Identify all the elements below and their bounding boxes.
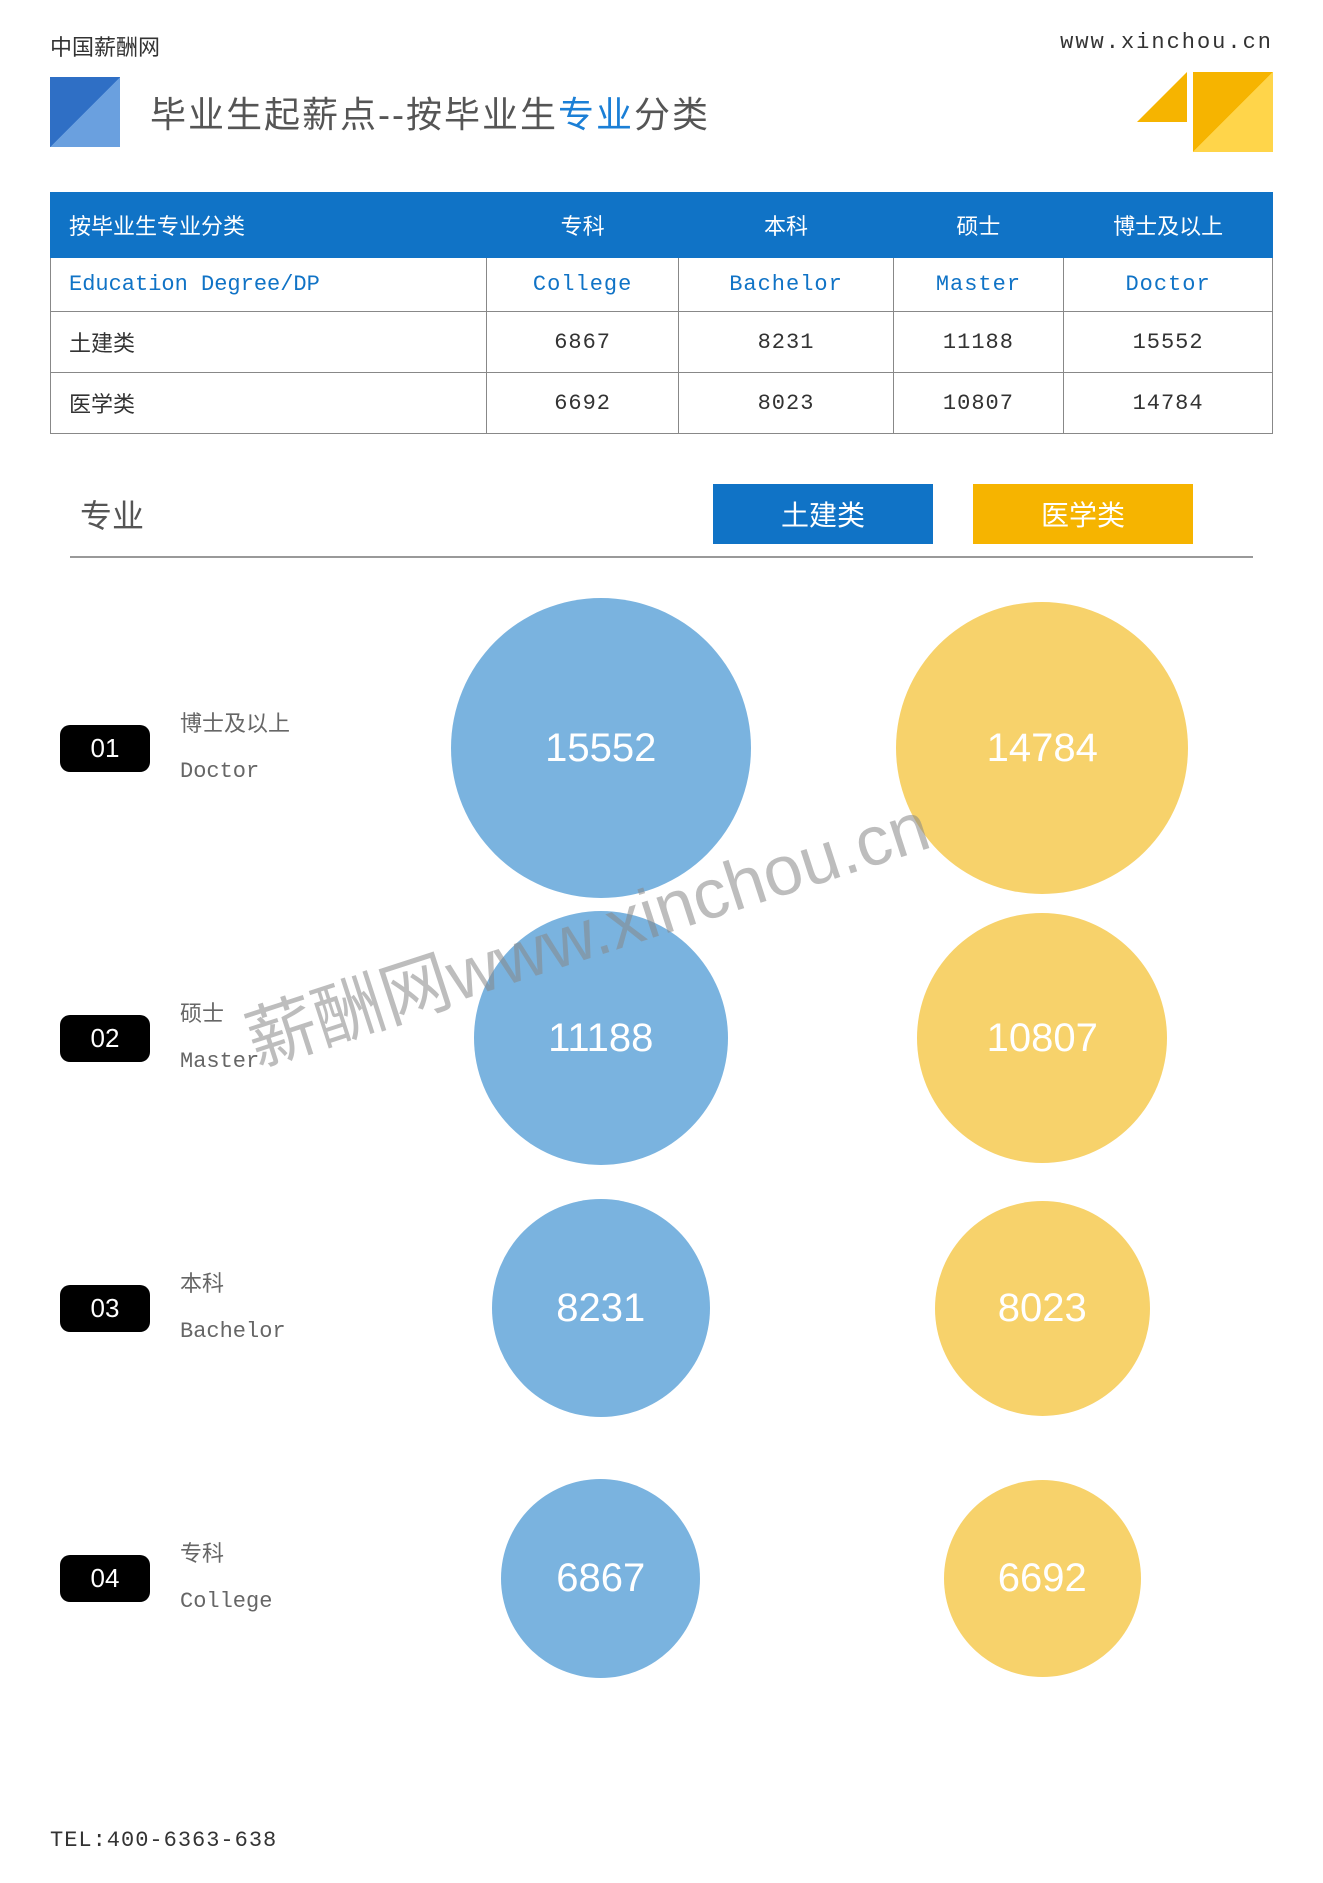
bubble-row: 03 本科Bachelor 8231 8023 — [60, 1178, 1263, 1438]
bubble-row: 04 专科College 6867 6692 — [60, 1448, 1263, 1708]
row-label-en: Doctor — [180, 748, 380, 796]
row-label-cn: 本科 — [180, 1260, 380, 1308]
bubble-series-2: 14784 — [896, 602, 1188, 894]
row-label-en: Master — [180, 1038, 380, 1086]
bubble-series-1: 8231 — [492, 1199, 710, 1417]
bubble-series-2: 6692 — [944, 1480, 1141, 1677]
header-row: 毕业生起薪点--按毕业生专业分类 — [50, 72, 1273, 152]
row-labels: 专科College — [180, 1530, 380, 1627]
bubble-series-1: 11188 — [474, 911, 728, 1165]
row-badge: 01 — [60, 725, 150, 772]
row-label-cn: 专科 — [180, 1530, 380, 1578]
site-name: 中国薪酬网 — [50, 30, 160, 62]
th-bachelor: 本科 — [679, 193, 893, 258]
row-label-cn: 博士及以上 — [180, 700, 380, 748]
bubble-series-1: 6867 — [501, 1479, 700, 1678]
footer-tel: TEL:400-6363-638 — [50, 1828, 1273, 1853]
table-row: 医学类 6692 8023 10807 14784 — [51, 373, 1273, 434]
row-labels: 本科Bachelor — [180, 1260, 380, 1357]
row-badge: 03 — [60, 1285, 150, 1332]
top-bar: 中国薪酬网 www.xinchou.cn — [50, 30, 1273, 62]
bubble-row: 02 硕士Master 11188 10807 — [60, 908, 1263, 1168]
table-row: 土建类 6867 8231 11188 15552 — [51, 312, 1273, 373]
th-college: 专科 — [486, 193, 678, 258]
th-master: 硕士 — [893, 193, 1063, 258]
salary-table: 按毕业生专业分类 专科 本科 硕士 博士及以上 Education Degree… — [50, 192, 1273, 434]
row-badge: 04 — [60, 1555, 150, 1602]
table-header-row: 按毕业生专业分类 专科 本科 硕士 博士及以上 — [51, 193, 1273, 258]
legend-series-1: 土建类 — [713, 484, 933, 544]
row-labels: 博士及以上Doctor — [180, 700, 380, 797]
legend-series-2: 医学类 — [973, 484, 1193, 544]
decor-shapes — [1137, 72, 1273, 152]
row-label-en: College — [180, 1578, 380, 1626]
bubble-chart: 01 博士及以上Doctor 15552 14784 02 硕士Master 11188 10… — [60, 598, 1263, 1708]
row-labels: 硕士Master — [180, 990, 380, 1087]
th-category: 按毕业生专业分类 — [51, 193, 487, 258]
site-url: www.xinchou.cn — [1060, 30, 1273, 62]
bubble-series-2: 8023 — [935, 1201, 1150, 1416]
page-title: 毕业生起薪点--按毕业生专业分类 — [150, 86, 710, 138]
row-label-en: Bachelor — [180, 1308, 380, 1356]
logo-square-icon — [50, 77, 120, 147]
bubble-series-2: 10807 — [917, 913, 1167, 1163]
bubble-row: 01 博士及以上Doctor 15552 14784 — [60, 598, 1263, 898]
table-row-en: Education Degree/DP College Bachelor Mas… — [51, 258, 1273, 312]
legend-label: 专业 — [70, 491, 144, 537]
triangle-icon — [1137, 72, 1187, 122]
legend-row: 专业 土建类 医学类 — [70, 484, 1253, 558]
row-label-cn: 硕士 — [180, 990, 380, 1038]
square-icon — [1193, 72, 1273, 152]
bubble-series-1: 15552 — [451, 598, 751, 898]
row-badge: 02 — [60, 1015, 150, 1062]
th-doctor: 博士及以上 — [1064, 193, 1273, 258]
